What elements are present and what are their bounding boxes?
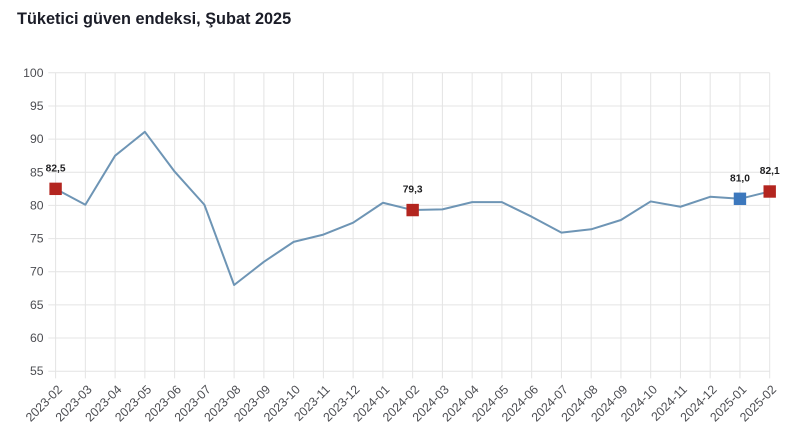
svg-text:81,0: 81,0 xyxy=(730,173,750,184)
svg-text:60: 60 xyxy=(30,331,44,345)
svg-text:95: 95 xyxy=(30,99,44,113)
svg-text:75: 75 xyxy=(30,232,44,246)
svg-text:85: 85 xyxy=(30,165,44,179)
svg-text:65: 65 xyxy=(30,298,44,312)
svg-text:82,5: 82,5 xyxy=(46,163,66,174)
svg-text:79,3: 79,3 xyxy=(403,185,423,196)
svg-text:90: 90 xyxy=(30,132,44,146)
svg-text:82,1: 82,1 xyxy=(760,166,780,177)
svg-text:100: 100 xyxy=(23,66,44,80)
svg-text:55: 55 xyxy=(30,364,44,378)
svg-text:80: 80 xyxy=(30,198,44,212)
svg-text:70: 70 xyxy=(30,265,44,279)
